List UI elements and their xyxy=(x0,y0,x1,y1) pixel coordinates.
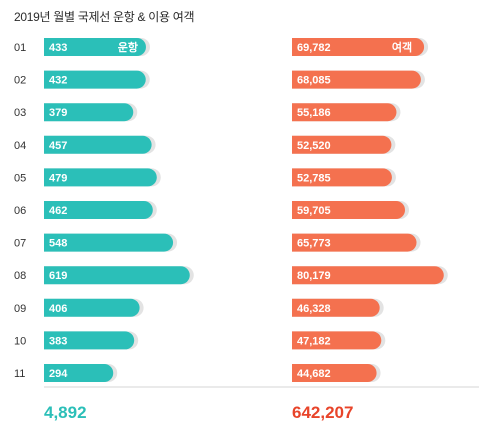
flights-series-label: 운항 xyxy=(118,40,138,54)
flights-value-label: 383 xyxy=(49,335,67,347)
passengers-value-label: 65,773 xyxy=(297,238,331,250)
category-label: 10 xyxy=(14,335,26,347)
passengers-bar xyxy=(292,233,417,252)
flights-bar xyxy=(44,233,174,252)
flights-bar xyxy=(44,201,153,219)
category-label: 04 xyxy=(14,140,26,152)
flights-value-label: 457 xyxy=(49,140,67,152)
passengers-value-label: 52,520 xyxy=(297,140,331,152)
flights-bar xyxy=(44,135,152,154)
passengers-value-label: 68,085 xyxy=(297,75,331,87)
passengers-value-label: 80,179 xyxy=(297,270,331,282)
flights-total: 4,892 xyxy=(44,403,87,422)
flights-value-label: 294 xyxy=(49,368,68,380)
passengers-bar xyxy=(292,70,421,89)
category-label: 03 xyxy=(14,107,26,119)
passengers-bar xyxy=(292,298,380,317)
passengers-value-label: 69,782 xyxy=(297,42,331,54)
flights-bar xyxy=(44,266,190,285)
category-label: 07 xyxy=(14,238,26,250)
passengers-total: 642,207 xyxy=(292,403,353,422)
flights-value-label: 619 xyxy=(49,270,67,282)
flights-value-label: 479 xyxy=(49,172,67,184)
category-label: 09 xyxy=(14,303,26,315)
flights-bar xyxy=(44,168,157,187)
flights-bar xyxy=(44,298,140,317)
passengers-bar xyxy=(292,331,382,350)
category-label: 01 xyxy=(14,42,26,54)
flights-bar xyxy=(44,38,146,56)
passengers-value-label: 55,186 xyxy=(297,107,331,119)
passengers-bar xyxy=(292,103,397,122)
passengers-bar xyxy=(292,266,444,285)
passengers-bar xyxy=(292,364,377,382)
flights-bar xyxy=(44,70,146,89)
category-label: 05 xyxy=(14,172,26,184)
passengers-bar xyxy=(292,135,392,154)
passengers-value-label: 52,785 xyxy=(297,172,331,184)
flights-bar xyxy=(44,103,134,122)
flights-value-label: 432 xyxy=(49,75,67,87)
flights-value-label: 406 xyxy=(49,303,67,315)
passengers-value-label: 47,182 xyxy=(297,335,331,347)
category-label: 06 xyxy=(14,205,26,217)
category-label: 08 xyxy=(14,270,26,282)
chart-title: 2019년 월별 국제선 운항 & 이용 여객 xyxy=(14,10,195,24)
passengers-bar xyxy=(292,201,406,219)
passengers-value-label: 44,682 xyxy=(297,368,331,380)
passengers-bar xyxy=(292,38,425,56)
passengers-series-label: 여객 xyxy=(392,40,412,54)
flights-value-label: 462 xyxy=(49,205,67,217)
flights-bar xyxy=(44,331,135,350)
category-label: 11 xyxy=(14,368,25,380)
flights-value-label: 433 xyxy=(49,42,67,54)
passengers-value-label: 59,705 xyxy=(297,205,331,217)
passengers-bar xyxy=(292,168,392,187)
flights-bar xyxy=(44,364,114,382)
category-label: 02 xyxy=(14,75,26,87)
flights-value-label: 379 xyxy=(49,107,67,119)
passengers-value-label: 46,328 xyxy=(297,303,331,315)
flights-value-label: 548 xyxy=(49,238,67,250)
